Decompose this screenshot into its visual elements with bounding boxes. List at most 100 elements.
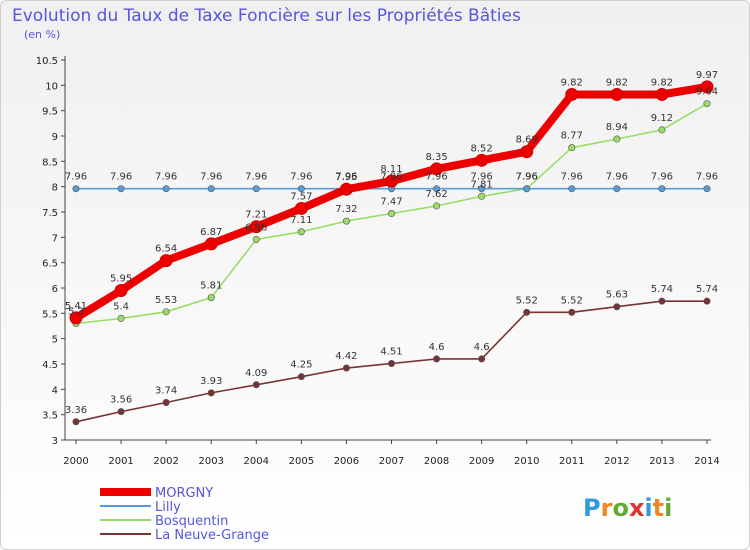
data-point-la-neuve-grange xyxy=(72,418,80,426)
data-point-la-neuve-grange xyxy=(523,308,531,316)
data-point-morgny xyxy=(430,162,444,176)
logo-letter: x xyxy=(629,494,645,522)
data-label-lilly: 7.96 xyxy=(696,172,718,183)
data-label-bosquentin: 7.96 xyxy=(516,172,538,183)
logo-letter: i xyxy=(644,494,652,522)
data-label-bosquentin: 9.64 xyxy=(696,87,718,98)
data-label-la-neuve-grange: 3.93 xyxy=(200,376,222,387)
data-point-morgny xyxy=(385,174,398,188)
y-tick-label: 9.5 xyxy=(42,107,58,118)
data-point-bosquentin xyxy=(613,135,621,143)
data-point-la-neuve-grange xyxy=(613,303,621,311)
data-point-bosquentin xyxy=(342,217,350,225)
data-point-bosquentin xyxy=(433,202,441,210)
data-label-morgny: 8.35 xyxy=(425,152,447,163)
data-point-la-neuve-grange xyxy=(162,399,170,407)
data-point-lilly xyxy=(478,185,486,193)
y-tick-label: 4.5 xyxy=(42,360,58,371)
data-label-bosquentin: 6.96 xyxy=(245,222,267,233)
data-point-bosquentin xyxy=(162,308,170,316)
x-tick-label: 2006 xyxy=(334,456,359,467)
x-tick-label: 2014 xyxy=(694,456,719,467)
data-point-la-neuve-grange xyxy=(387,359,395,367)
data-label-morgny: 8.11 xyxy=(380,164,402,175)
x-tick-label: 2003 xyxy=(198,456,223,467)
data-label-morgny: 9.82 xyxy=(561,77,583,88)
data-point-lilly xyxy=(568,185,576,193)
logo-letter: r xyxy=(601,494,613,522)
data-label-morgny: 9.82 xyxy=(651,77,673,88)
legend-label-la-neuve-grange: La Neuve-Grange xyxy=(155,528,269,543)
data-point-lilly xyxy=(613,185,621,193)
data-point-la-neuve-grange xyxy=(478,355,486,363)
legend-label-morgny: MORGNY xyxy=(155,486,213,501)
x-tick-label: 2005 xyxy=(289,456,314,467)
x-tick-label: 2004 xyxy=(244,456,269,467)
legend-label-bosquentin: Bosquentin xyxy=(155,514,228,529)
y-tick-label: 5.5 xyxy=(42,309,58,320)
y-tick-label: 3.5 xyxy=(42,411,58,422)
data-point-lilly xyxy=(117,185,125,193)
data-point-bosquentin xyxy=(478,192,486,200)
data-point-bosquentin xyxy=(297,228,305,236)
data-point-lilly xyxy=(523,185,531,193)
data-label-lilly: 7.96 xyxy=(651,172,673,183)
data-point-lilly xyxy=(703,185,711,193)
data-label-bosquentin: 7.81 xyxy=(471,179,493,190)
logo-letter: P xyxy=(583,494,601,522)
data-point-morgny xyxy=(520,145,534,159)
x-tick-label: 2002 xyxy=(153,456,178,467)
y-tick-label: 9 xyxy=(52,132,58,143)
data-label-morgny: 7.57 xyxy=(290,191,312,202)
x-tick-label: 2009 xyxy=(469,456,494,467)
data-label-lilly: 7.96 xyxy=(335,172,357,183)
x-tick-label: 2012 xyxy=(604,456,629,467)
data-label-bosquentin: 8.94 xyxy=(606,122,628,133)
data-label-la-neuve-grange: 4.09 xyxy=(245,368,267,379)
data-point-morgny xyxy=(294,201,308,215)
logo-letter: o xyxy=(612,494,629,522)
data-label-morgny: 5.95 xyxy=(110,274,132,285)
data-point-morgny xyxy=(69,311,83,325)
data-label-lilly: 7.96 xyxy=(425,172,447,183)
data-label-lilly: 7.96 xyxy=(290,172,312,183)
data-label-la-neuve-grange: 3.56 xyxy=(110,395,132,406)
y-tick-label: 8 xyxy=(52,183,58,194)
data-point-bosquentin xyxy=(703,100,711,108)
y-tick-label: 5 xyxy=(52,335,58,346)
data-point-bosquentin xyxy=(658,126,666,134)
y-tick-label: 6 xyxy=(52,284,58,295)
data-label-la-neuve-grange: 5.52 xyxy=(516,295,538,306)
x-tick-label: 2001 xyxy=(108,456,133,467)
y-tick-label: 10.5 xyxy=(36,56,58,67)
data-label-lilly: 7.96 xyxy=(561,172,583,183)
data-point-lilly xyxy=(658,185,666,193)
data-point-morgny xyxy=(565,87,579,101)
proxiti-logo: Proxiti xyxy=(583,494,672,522)
data-point-morgny xyxy=(204,237,218,251)
x-tick-label: 2013 xyxy=(649,456,674,467)
data-label-morgny: 8.52 xyxy=(471,143,493,154)
data-label-bosquentin: 7.47 xyxy=(380,197,402,208)
proxiti-logo-text: Proxiti xyxy=(583,494,672,522)
data-label-bosquentin: 7.62 xyxy=(425,189,447,200)
data-point-morgny xyxy=(475,153,489,167)
logo-letter: t xyxy=(653,494,664,522)
data-point-morgny xyxy=(610,87,624,101)
data-label-la-neuve-grange: 4.25 xyxy=(290,360,312,371)
data-point-lilly xyxy=(162,185,170,193)
data-point-la-neuve-grange xyxy=(433,355,441,363)
data-label-morgny: 9.82 xyxy=(606,77,628,88)
legend-label-lilly: Lilly xyxy=(155,500,181,515)
data-label-bosquentin: 5.53 xyxy=(155,295,177,306)
chart-title: Evolution du Taux de Taxe Foncière sur l… xyxy=(12,6,521,26)
data-label-la-neuve-grange: 5.52 xyxy=(561,295,583,306)
data-labels: 5.41 5.95 6.54 6.87 7.21 7.57 7.95 8.11 8.35 8.52… xyxy=(65,70,718,416)
data-label-morgny: 8.69 xyxy=(516,135,538,146)
data-point-lilly xyxy=(252,185,260,193)
data-point-la-neuve-grange xyxy=(342,364,350,372)
data-point-la-neuve-grange xyxy=(117,408,125,416)
data-label-morgny: 7.21 xyxy=(245,210,267,221)
data-point-la-neuve-grange xyxy=(568,308,576,316)
data-label-lilly: 7.96 xyxy=(110,172,132,183)
